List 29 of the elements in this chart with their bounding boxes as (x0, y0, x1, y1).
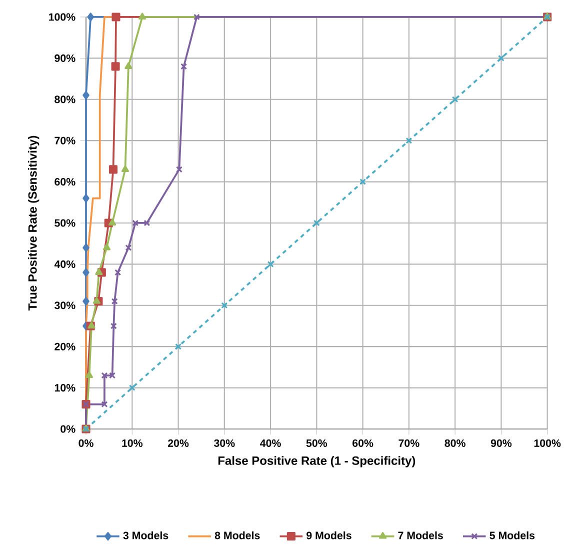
x-axis-title: False Positive Rate (1 - Specificity) (218, 456, 416, 468)
y-tick-label: 10% (54, 384, 76, 392)
x-tick-label: 30% (214, 439, 235, 447)
x-tick-label: 70% (398, 439, 420, 447)
x-tick-label: 80% (444, 439, 466, 447)
x-tick-label: 0% (78, 439, 94, 447)
y-tick-label: 100% (48, 12, 76, 21)
legend-label: 9 Models (306, 531, 352, 540)
y-tick-label: 90% (54, 54, 76, 62)
y-tick-label: 20% (54, 342, 76, 350)
y-tick-label: 0% (60, 424, 76, 433)
y-tick-label: 30% (54, 301, 76, 309)
legend-label: 7 Models (398, 531, 443, 540)
y-tick-label: 40% (54, 260, 76, 268)
y-tick-label: 70% (54, 136, 76, 144)
x-tick-label: 100% (534, 439, 561, 447)
x-tick-label: 10% (122, 439, 143, 447)
x-tick-label: 20% (168, 439, 189, 447)
y-tick-label: 80% (54, 95, 76, 103)
y-tick-label: 50% (54, 218, 76, 227)
y-tick-label: 60% (54, 178, 76, 186)
x-tick-label: 60% (352, 439, 374, 447)
x-tick-label: 40% (260, 439, 281, 447)
legend-label: 8 Models (214, 531, 260, 540)
y-axis-title: True Positive Rate (Sensitivity) (28, 136, 40, 310)
x-tick-label: 90% (490, 439, 512, 447)
x-tick-label: 50% (306, 439, 328, 447)
legend-label: 3 Models (123, 531, 168, 540)
legend-label: 5 Models (490, 531, 535, 540)
